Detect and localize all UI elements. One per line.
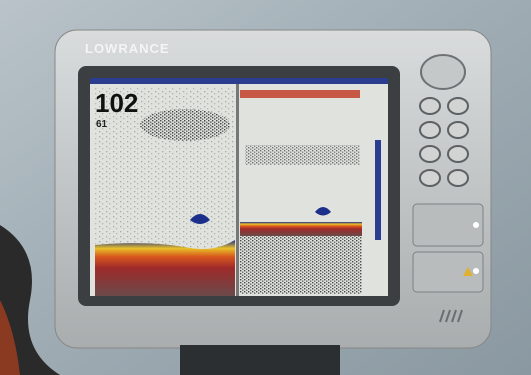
key-button[interactable]: [420, 122, 440, 138]
key-button[interactable]: [448, 146, 468, 162]
seabed-return: [95, 240, 235, 296]
brand-logo: LOWRANCE: [85, 41, 170, 56]
surface-band: [240, 90, 360, 98]
depth-reading: 102: [95, 88, 138, 118]
power-panel[interactable]: [413, 252, 483, 292]
indicator: [473, 268, 479, 274]
photo: LOWRANCE 102 61: [0, 0, 531, 375]
scroll-bar: [375, 140, 381, 240]
mount: [180, 345, 340, 375]
key-button[interactable]: [420, 98, 440, 114]
key-button[interactable]: [420, 146, 440, 162]
key-button[interactable]: [448, 98, 468, 114]
status-bar: [90, 78, 388, 84]
key-button[interactable]: [420, 170, 440, 186]
temperature-reading: 61: [96, 119, 108, 130]
thermocline: [245, 145, 360, 165]
direction-pad[interactable]: [421, 55, 465, 89]
key-button[interactable]: [448, 122, 468, 138]
card-slot-cover[interactable]: [413, 204, 483, 246]
baitfish-school: [140, 109, 230, 141]
key-button[interactable]: [448, 170, 468, 186]
split-divider: [236, 84, 239, 296]
bottom-structure: [240, 236, 362, 294]
seabed-return: [240, 222, 362, 236]
indicator: [473, 222, 479, 228]
